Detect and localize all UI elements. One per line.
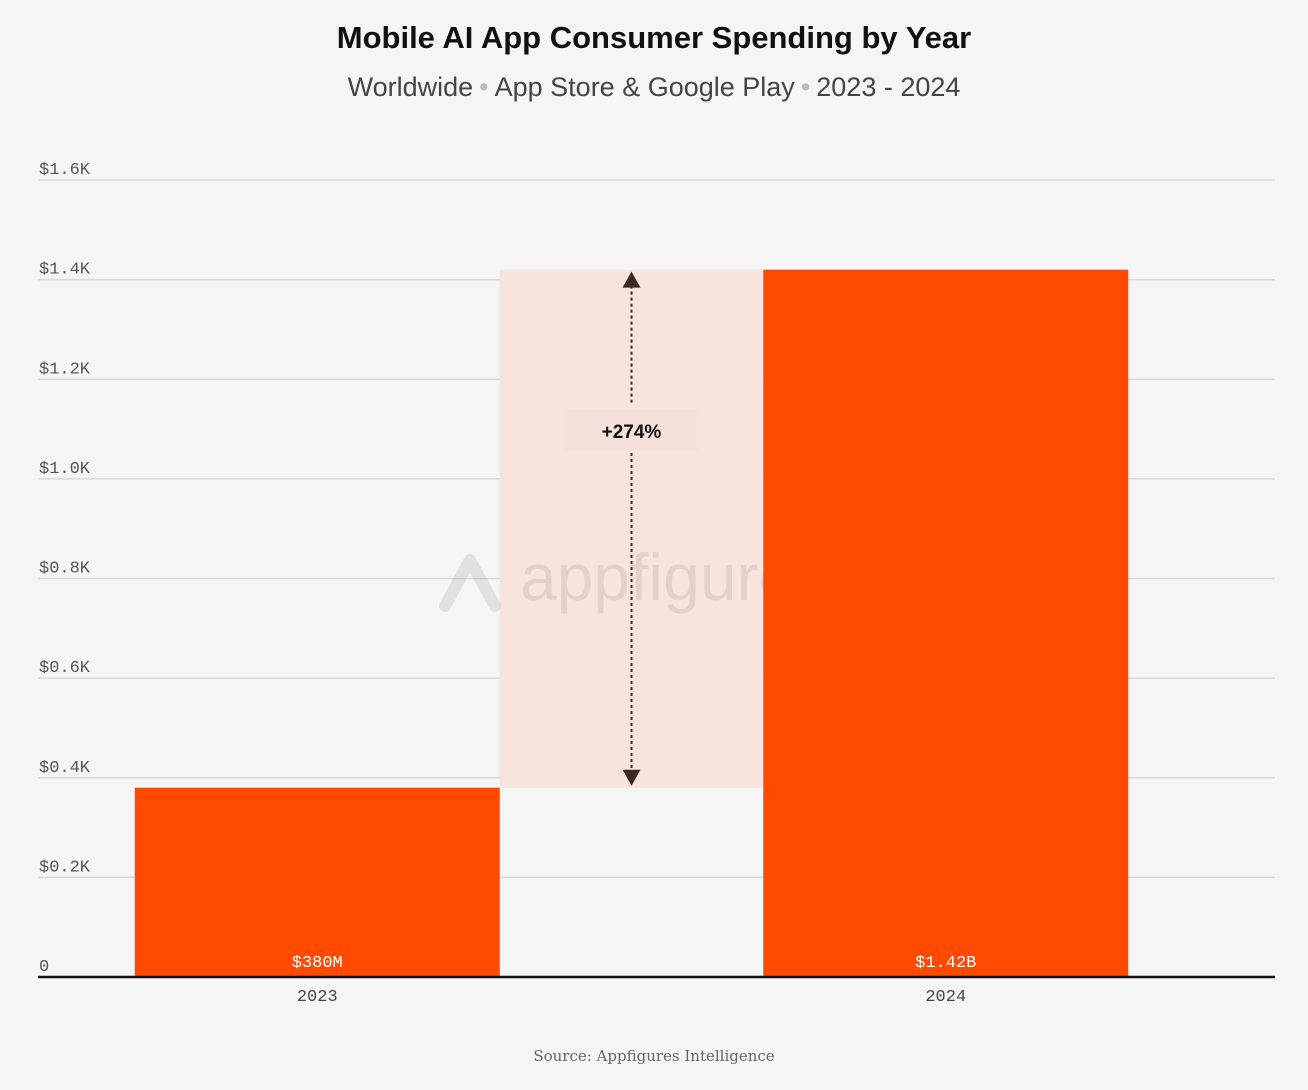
arrow-up-icon: [622, 271, 641, 288]
chart-subtitle: Worldwide • App Store & Google Play • 2023 -…: [0, 72, 1308, 103]
y-tick-label: $1.4K: [39, 261, 91, 280]
subtitle-separator: •: [800, 72, 811, 102]
y-tick-label: $0.2K: [39, 858, 91, 877]
bar-data-label: $380M: [292, 954, 343, 973]
annotation-label-box: [565, 409, 698, 451]
y-tick-label: $0.6K: [39, 659, 91, 678]
bar-2023: [134, 787, 500, 977]
y-tick-label: $0.4K: [39, 759, 91, 778]
bar-chart: 0 $0.2K $0.4K $0.6K $0.8K $1.0K $1.2K $1.4K $1.6…: [38, 161, 1275, 1007]
subtitle-platforms: App Store & Google Play: [494, 72, 795, 102]
subtitle-separator: •: [479, 72, 489, 102]
y-tick-label: 0: [39, 958, 49, 977]
y-tick-label: $1.6K: [39, 161, 91, 180]
y-tick-label: $1.0K: [39, 460, 91, 479]
source-note: Source: Appfigures Intelligence: [533, 1047, 775, 1065]
y-tick-label: $0.8K: [39, 560, 91, 579]
watermark-logo-icon: [439, 554, 501, 612]
annotation-label: +274%: [602, 422, 662, 443]
y-tick-label: $1.2K: [39, 360, 91, 379]
x-tick-label: 2023: [297, 988, 338, 1007]
subtitle-period: 2023 - 2024: [816, 72, 961, 102]
subtitle-region: Worldwide: [347, 72, 474, 102]
bar-data-label: $1.42B: [915, 954, 976, 973]
chart-title: Mobile AI App Consumer Spending by Year: [336, 20, 972, 55]
arrow-down-icon: [622, 769, 641, 786]
bar-2024: [763, 269, 1129, 978]
x-tick-label: 2024: [925, 988, 966, 1007]
